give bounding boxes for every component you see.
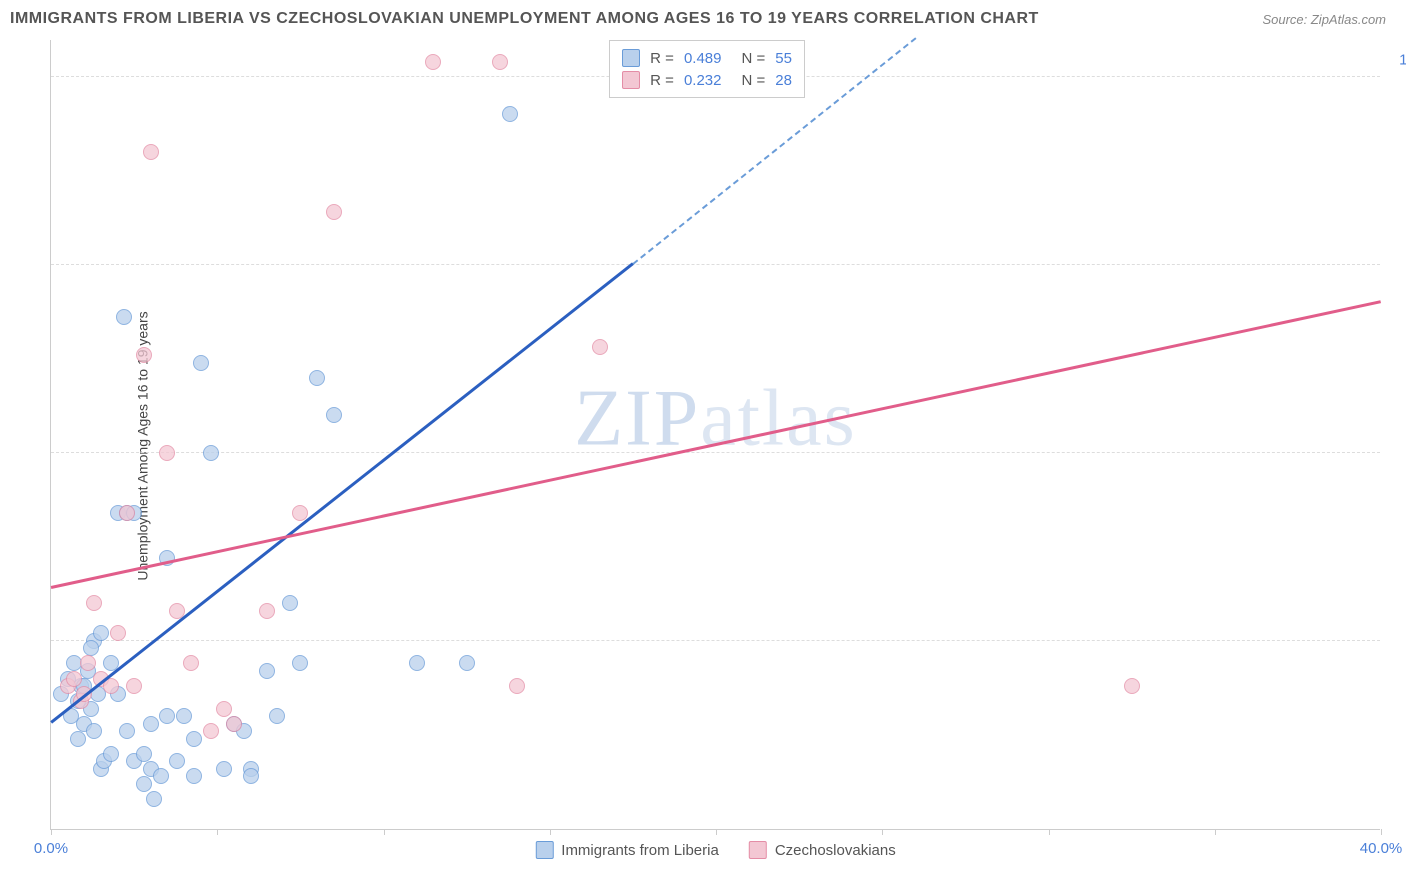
data-point: [243, 768, 259, 784]
data-point: [502, 106, 518, 122]
legend-swatch: [749, 841, 767, 859]
data-point: [86, 595, 102, 611]
data-point: [136, 746, 152, 762]
regression-line: [50, 262, 633, 723]
r-value: 0.489: [684, 50, 722, 67]
data-point: [203, 445, 219, 461]
n-value: 28: [775, 72, 792, 89]
data-point: [459, 655, 475, 671]
n-label: N =: [741, 50, 765, 67]
data-point: [326, 204, 342, 220]
data-point: [1124, 678, 1140, 694]
data-point: [136, 347, 152, 363]
data-point: [259, 603, 275, 619]
x-tick: [882, 829, 883, 835]
legend-item: Czechoslovakians: [749, 841, 896, 859]
regression-line: [51, 300, 1382, 588]
data-point: [110, 625, 126, 641]
data-point: [93, 625, 109, 641]
r-label: R =: [650, 72, 674, 89]
data-point: [216, 761, 232, 777]
data-point: [136, 776, 152, 792]
data-point: [119, 723, 135, 739]
source-attribution: Source: ZipAtlas.com: [1262, 12, 1386, 27]
data-point: [269, 708, 285, 724]
data-point: [592, 339, 608, 355]
data-point: [492, 54, 508, 70]
x-tick: [1215, 829, 1216, 835]
gridline: [51, 640, 1380, 641]
scatter-plot: ZIPatlas 25.0%50.0%75.0%100.0%0.0%40.0%R…: [50, 40, 1380, 830]
data-point: [193, 355, 209, 371]
chart-title: IMMIGRANTS FROM LIBERIA VS CZECHOSLOVAKI…: [10, 10, 1039, 28]
data-point: [282, 595, 298, 611]
y-tick-label: 50.0%: [1390, 427, 1406, 444]
data-point: [80, 655, 96, 671]
r-label: R =: [650, 50, 674, 67]
x-tick-label: 40.0%: [1360, 840, 1403, 857]
data-point: [83, 640, 99, 656]
data-point: [409, 655, 425, 671]
data-point: [86, 723, 102, 739]
gridline: [51, 264, 1380, 265]
data-point: [169, 753, 185, 769]
y-tick-label: 100.0%: [1390, 51, 1406, 68]
data-point: [103, 746, 119, 762]
data-point: [116, 309, 132, 325]
data-point: [126, 678, 142, 694]
x-tick: [1381, 829, 1382, 835]
watermark-text: ZIPatlas: [574, 373, 857, 464]
data-point: [425, 54, 441, 70]
legend-label: Immigrants from Liberia: [561, 842, 719, 859]
x-tick: [51, 829, 52, 835]
data-point: [183, 655, 199, 671]
data-point: [153, 768, 169, 784]
r-value: 0.232: [684, 72, 722, 89]
data-point: [186, 731, 202, 747]
data-point: [292, 655, 308, 671]
y-tick-label: 75.0%: [1390, 239, 1406, 256]
data-point: [326, 407, 342, 423]
x-tick: [384, 829, 385, 835]
data-point: [509, 678, 525, 694]
legend-label: Czechoslovakians: [775, 842, 896, 859]
data-point: [309, 370, 325, 386]
data-point: [159, 708, 175, 724]
data-point: [159, 445, 175, 461]
data-point: [119, 505, 135, 521]
x-tick: [1049, 829, 1050, 835]
series-legend: Immigrants from Liberia Czechoslovakians: [535, 841, 895, 859]
data-point: [176, 708, 192, 724]
data-point: [226, 716, 242, 732]
data-point: [146, 791, 162, 807]
legend-swatch: [622, 71, 640, 89]
x-tick: [716, 829, 717, 835]
x-tick-label: 0.0%: [34, 840, 68, 857]
legend-row: R = 0.489 N = 55: [622, 47, 792, 69]
legend-swatch: [622, 49, 640, 67]
legend-swatch: [535, 841, 553, 859]
data-point: [259, 663, 275, 679]
data-point: [186, 768, 202, 784]
data-point: [216, 701, 232, 717]
n-label: N =: [741, 72, 765, 89]
data-point: [66, 671, 82, 687]
data-point: [143, 716, 159, 732]
x-tick: [550, 829, 551, 835]
x-tick: [217, 829, 218, 835]
data-point: [203, 723, 219, 739]
data-point: [70, 731, 86, 747]
correlation-legend: R = 0.489 N = 55 R = 0.232 N = 28: [609, 40, 805, 98]
legend-item: Immigrants from Liberia: [535, 841, 719, 859]
n-value: 55: [775, 50, 792, 67]
data-point: [143, 144, 159, 160]
y-tick-label: 25.0%: [1390, 615, 1406, 632]
legend-row: R = 0.232 N = 28: [622, 69, 792, 91]
gridline: [51, 452, 1380, 453]
